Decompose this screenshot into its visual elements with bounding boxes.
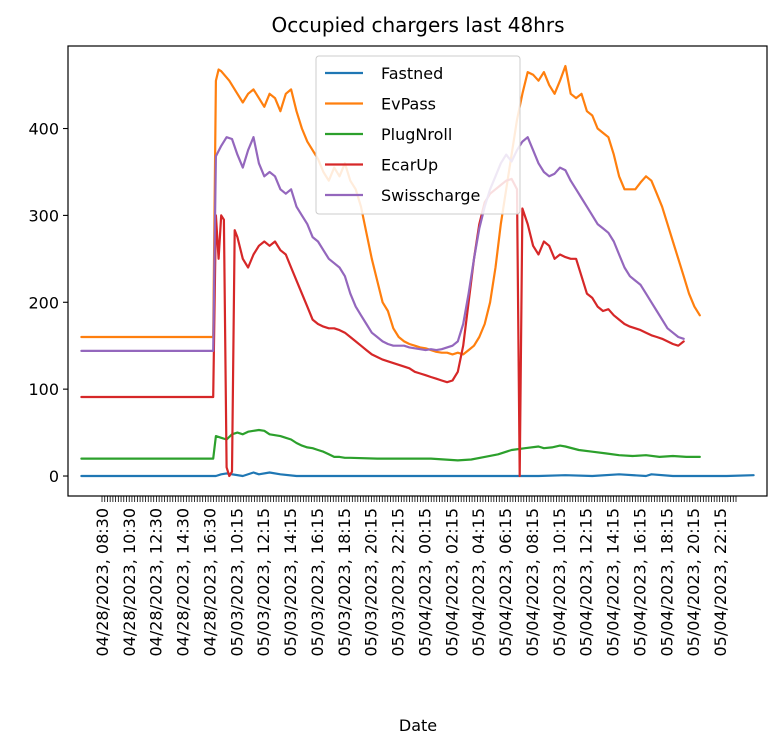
x-tick-label: 04/28/2023, 10:30 [120, 508, 139, 657]
legend: Fastned EvPass PlugNroll EcarUp Swisscharge [315, 55, 521, 215]
x-tick-label: 05/04/2023, 18:15 [657, 508, 676, 657]
x-tick-label: 05/04/2023, 22:15 [711, 508, 730, 657]
x-tick-label: 05/03/2023, 20:15 [362, 508, 381, 657]
x-tick-label: 04/28/2023, 16:30 [201, 508, 220, 657]
x-tick-label: 05/04/2023, 04:15 [469, 508, 488, 657]
series-line-plugnroll [80, 428, 701, 462]
x-tick-label: 05/03/2023, 22:15 [389, 508, 408, 657]
plot-area: 0 100 200 300 400 04/28/2023, 08:30 04/28/2023… [28, 45, 768, 657]
series-line-swisscharge [80, 136, 685, 352]
y-tick-label: 200 [28, 293, 59, 312]
legend-box [315, 55, 521, 215]
x-tick-label: 05/04/2023, 08:15 [523, 508, 542, 657]
x-tick-label: 05/04/2023, 20:15 [684, 508, 703, 657]
series-line-ecarup [80, 177, 685, 478]
x-tick-label: 04/28/2023, 12:30 [147, 508, 166, 657]
legend-label-evpass: EvPass [381, 95, 436, 114]
x-tick-label: 04/28/2023, 14:30 [174, 508, 193, 657]
x-tick-label: 05/03/2023, 10:15 [227, 508, 246, 657]
x-tick-label: 05/03/2023, 14:15 [281, 508, 300, 657]
legend-label-swisscharge: Swisscharge [381, 186, 480, 205]
chart-title: Occupied chargers last 48hrs [271, 13, 564, 37]
x-tick-label: 05/03/2023, 16:15 [308, 508, 327, 657]
series-lines [80, 64, 755, 478]
y-tick-label: 100 [28, 380, 59, 399]
series-line-fastned [80, 471, 755, 478]
x-tick-label: 05/04/2023, 14:15 [604, 508, 623, 657]
legend-label-plugnroll: PlugNroll [381, 125, 452, 144]
x-tick-label: 05/04/2023, 10:15 [550, 508, 569, 657]
x-tick-label: 05/03/2023, 18:15 [335, 508, 354, 657]
x-tick-label: 05/04/2023, 12:15 [577, 508, 596, 657]
series-line-evpass [80, 64, 701, 356]
x-tick-label: 05/04/2023, 06:15 [496, 508, 515, 657]
x-tick-label: 05/03/2023, 12:15 [254, 508, 273, 657]
x-tick-label: 05/04/2023, 02:15 [442, 508, 461, 657]
y-tick-label: 400 [28, 120, 59, 139]
legend-label-ecarup: EcarUp [381, 156, 438, 175]
x-axis-label: Date [399, 716, 437, 735]
x-tick-label: 05/04/2023, 16:15 [630, 508, 649, 657]
legend-label-fastned: Fastned [381, 64, 443, 83]
y-tick-label: 300 [28, 206, 59, 225]
x-tick-label: 04/28/2023, 08:30 [93, 508, 112, 657]
y-tick-label: 0 [49, 467, 59, 486]
x-tick-label: 05/04/2023, 00:15 [415, 508, 434, 657]
